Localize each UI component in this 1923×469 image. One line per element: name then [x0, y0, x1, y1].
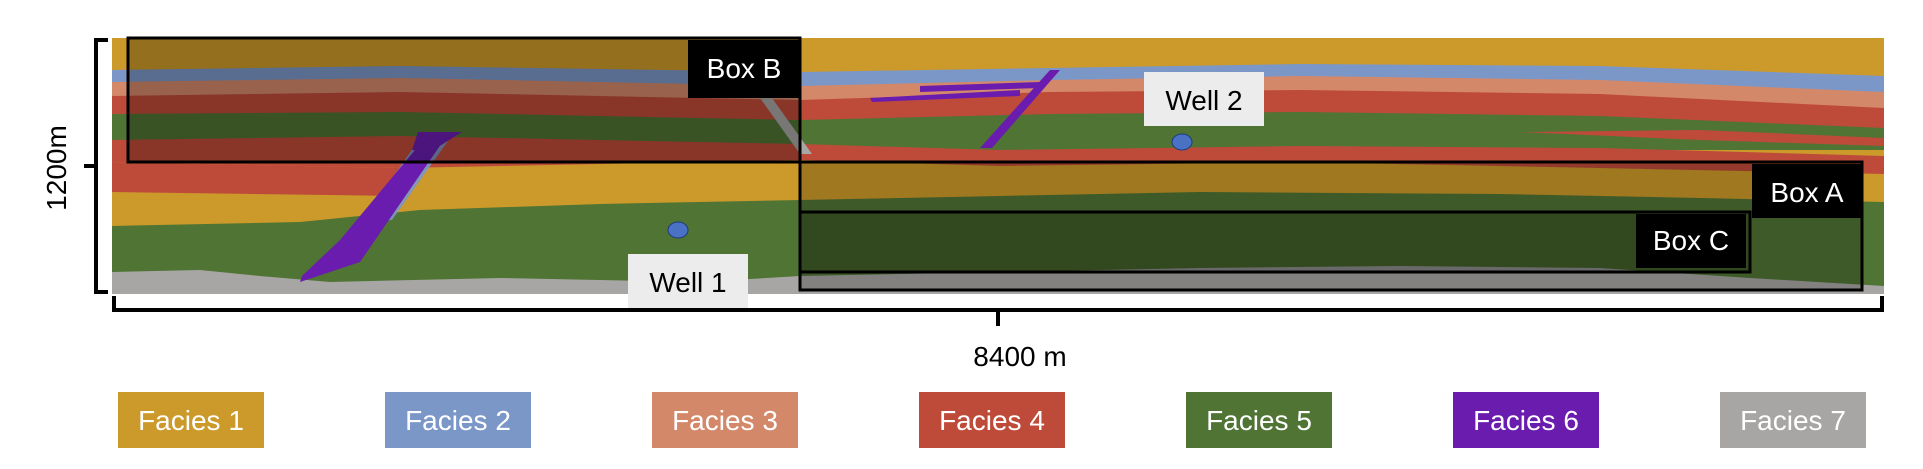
legend-item: Facies 5: [1186, 392, 1332, 448]
fault-right-branch-2: [870, 90, 1020, 102]
legend-swatch: [118, 392, 264, 448]
vertical-scale-label: 1200m: [41, 125, 72, 211]
legend-item: Facies 1: [118, 392, 264, 448]
legend-item: Facies 7: [1720, 392, 1866, 448]
legend-label: Facies 1: [138, 405, 244, 436]
legend-swatch: [919, 392, 1065, 448]
box-c-outline: [798, 210, 1752, 274]
box-b-label-text: Box B: [707, 53, 782, 84]
legend-swatch: [652, 392, 798, 448]
box-a-label: Box A: [1752, 164, 1862, 218]
legend-swatch: [1720, 392, 1866, 448]
fault-left-top: [412, 132, 462, 152]
well-2: Well 2: [1144, 72, 1264, 151]
facies-4-lens: [1520, 130, 1884, 146]
well-1-label: Well 1: [649, 267, 726, 298]
box-c-label: Box C: [1636, 214, 1746, 268]
legend-label: Facies 3: [672, 405, 778, 436]
fault-right-facies-6: [980, 70, 1060, 148]
well-2-marker: [1171, 133, 1193, 151]
horizontal-scale-bracket: 8400 m: [112, 296, 1884, 372]
vertical-scale-bracket: 1200m: [41, 38, 108, 294]
horizontal-scale-label: 8400 m: [973, 341, 1066, 372]
well-1: Well 1: [628, 221, 748, 310]
legend-swatch: [385, 392, 531, 448]
facies-legend: Facies 1 Facies 2 Facies 3 Facies 4 Facies 5…: [118, 392, 1866, 448]
legend-swatch: [1453, 392, 1599, 448]
box-c-shade: [800, 212, 1750, 272]
well-2-label: Well 2: [1165, 85, 1242, 116]
fault-left-facies-6: [300, 132, 448, 282]
box-c-label-text: Box C: [1653, 225, 1729, 256]
legend-item: Facies 3: [652, 392, 798, 448]
legend-label: Facies 2: [405, 405, 511, 436]
legend-label: Facies 6: [1473, 405, 1579, 436]
legend-item: Facies 2: [385, 392, 531, 448]
legend-label: Facies 4: [939, 405, 1045, 436]
box-b-outline: [126, 36, 802, 164]
legend-item: Facies 4: [919, 392, 1065, 448]
box-b-label: Box B: [688, 40, 800, 98]
fault-right-branch: [920, 82, 1040, 92]
facies-4-lower-patch: [112, 162, 400, 196]
box-a-label-text: Box A: [1770, 177, 1843, 208]
well-1-marker: [667, 221, 689, 239]
legend-swatch: [1186, 392, 1332, 448]
legend-label: Facies 5: [1206, 405, 1312, 436]
legend-label: Facies 7: [1740, 405, 1846, 436]
legend-item: Facies 6: [1453, 392, 1599, 448]
